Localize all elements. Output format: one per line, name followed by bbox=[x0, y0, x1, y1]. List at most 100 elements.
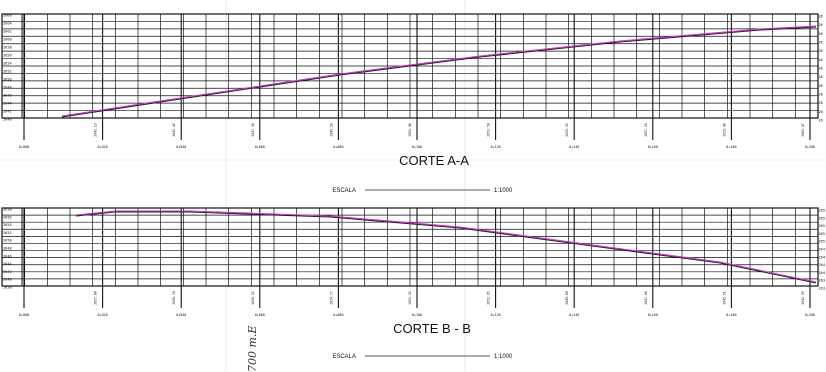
elevation-label: 2660 bbox=[3, 38, 12, 42]
terrain-line bbox=[75, 211, 817, 284]
station-label: 0+100 bbox=[412, 145, 422, 149]
elevation-label: 2652 bbox=[3, 231, 12, 235]
elevation-label: 2646 bbox=[3, 254, 12, 258]
elevation-label: 2658 bbox=[3, 208, 12, 212]
station-label: 0+020 bbox=[97, 313, 107, 317]
profile-value-label: 2654.77 bbox=[329, 291, 333, 305]
elevation-label: 2642 bbox=[3, 270, 12, 274]
elevation-label: 2662 bbox=[3, 30, 12, 34]
section-a-profile: 0+000 0+020 0+040 0+060 0+080 0+100 0+120 0+140… bbox=[1, 13, 823, 149]
profile-value-label: 2647.68 bbox=[644, 291, 648, 305]
elevation-label-right: 265 bbox=[819, 216, 826, 220]
terrain-line bbox=[61, 26, 817, 118]
elevation-label: 2644 bbox=[3, 102, 12, 106]
elevation-label-right: 26 bbox=[819, 23, 823, 27]
elevation-label-right: 26 bbox=[819, 93, 823, 97]
profile-value-label: 2655.32 bbox=[565, 123, 569, 137]
station-label: 0+120 bbox=[490, 145, 500, 149]
design-profile-line bbox=[75, 210, 817, 283]
station-label: 0+160 bbox=[648, 145, 658, 149]
section-a-title: CORTE A-A bbox=[399, 153, 469, 168]
elevation-label: 2644 bbox=[3, 262, 12, 266]
elevation-label-right: 264 bbox=[819, 271, 826, 275]
elevation-label-right: 265 bbox=[819, 240, 826, 244]
station-label: 0+060 bbox=[255, 145, 265, 149]
station-label: 0+040 bbox=[176, 313, 186, 317]
station-label: 0+060 bbox=[255, 313, 265, 317]
elevation-label: 2640 bbox=[3, 278, 12, 282]
elevation-label: 2648 bbox=[3, 86, 12, 90]
section-b-title: CORTE B - B bbox=[393, 321, 471, 336]
profile-value-label: 2645.42 bbox=[172, 123, 176, 137]
elevation-label: 2642 bbox=[3, 110, 12, 114]
station-label: 0+000 bbox=[19, 313, 29, 317]
elevation-label: 2666 bbox=[3, 14, 12, 18]
side-annotation-text: 700 m.E bbox=[246, 325, 259, 372]
elevation-label-right: 264 bbox=[819, 263, 826, 267]
station-label: 0+180 bbox=[726, 313, 736, 317]
elevation-label: 2664 bbox=[3, 22, 12, 26]
station-label: 0+180 bbox=[726, 145, 736, 149]
elevation-label: 2654 bbox=[3, 223, 12, 227]
elevation-label-right: 264 bbox=[819, 255, 826, 259]
profile-value-label: 2643.13 bbox=[94, 123, 98, 137]
profile-value-label: 2642.59 bbox=[801, 291, 805, 305]
elevation-label-right: 26 bbox=[819, 75, 823, 79]
elevation-label-right: 26 bbox=[819, 41, 823, 45]
elevation-label: 2646 bbox=[3, 94, 12, 98]
profile-value-label: 2653.32 bbox=[408, 291, 412, 305]
profile-value-label: 2645.21 bbox=[722, 291, 726, 305]
station-label: 0+160 bbox=[648, 313, 658, 317]
station-label: 0+120 bbox=[490, 313, 500, 317]
elevation-label-right: 26 bbox=[819, 101, 823, 105]
elevation-label-right: 26 bbox=[819, 84, 823, 88]
elevation-label-right: 26 bbox=[819, 49, 823, 53]
elevation-label: 2656 bbox=[3, 54, 12, 58]
profile-value-label: 2651.65 bbox=[487, 291, 491, 305]
station-label: 0+000 bbox=[19, 145, 29, 149]
elevation-label-right: 26 bbox=[819, 32, 823, 36]
station-label: 0+200 bbox=[805, 313, 815, 317]
section-a-scale-label: ESCALA bbox=[332, 188, 356, 194]
station-label: 0+080 bbox=[333, 145, 343, 149]
profile-value-label: 2656.52 bbox=[251, 291, 255, 305]
elevation-label-right: 264 bbox=[819, 248, 826, 252]
profile-value-label: 2649.89 bbox=[565, 291, 569, 305]
profile-value-label: 2656.74 bbox=[172, 291, 176, 305]
station-label: 0+140 bbox=[569, 313, 579, 317]
profile-value-label: 2659.40 bbox=[722, 123, 726, 137]
elevation-label: 2650 bbox=[3, 78, 12, 82]
profile-value-label: 2657.00 bbox=[94, 291, 98, 305]
profile-value-label: 2653.58 bbox=[487, 123, 491, 137]
elevation-label-right: 263 bbox=[819, 279, 826, 283]
station-label: 0+140 bbox=[569, 145, 579, 149]
station-label: 0+080 bbox=[333, 313, 343, 317]
elevation-label: 2658 bbox=[3, 46, 12, 50]
profile-value-label: 2651.46 bbox=[408, 123, 412, 137]
elevation-label-right: 265 bbox=[819, 232, 826, 236]
section-a-scale-value: 1:1000 bbox=[494, 188, 513, 194]
elevation-label-right: 26 bbox=[819, 110, 823, 114]
elevation-label-right: 26 bbox=[819, 119, 823, 123]
elevation-label-right: 265 bbox=[819, 209, 826, 213]
elevation-label-right: 265 bbox=[819, 224, 826, 228]
profile-value-label: 2661.47 bbox=[801, 123, 805, 137]
section-b-profile: 0+000 0+020 0+040 0+060 0+080 0+100 0+120 0+140… bbox=[1, 207, 826, 317]
elevation-label: 2652 bbox=[3, 70, 12, 74]
elevation-label-right: 26 bbox=[819, 15, 823, 19]
elevation-label: 2650 bbox=[3, 239, 12, 243]
station-label: 0+200 bbox=[805, 145, 815, 149]
elevation-label: 2640 bbox=[3, 118, 12, 122]
profile-value-label: 2649.50 bbox=[329, 123, 333, 137]
profile-value-label: 2657.24 bbox=[644, 123, 648, 137]
section-b-scale-value: 1:1000 bbox=[494, 354, 513, 360]
elevation-label-right: 263 bbox=[819, 287, 826, 291]
design-profile-line bbox=[61, 25, 817, 117]
section-b-scale-label: ESCALA bbox=[332, 354, 356, 360]
station-label: 0+040 bbox=[176, 145, 186, 149]
elevation-label: 2648 bbox=[3, 247, 12, 251]
station-label: 0+020 bbox=[97, 145, 107, 149]
station-label: 0+100 bbox=[412, 313, 422, 317]
side-annotation: 700 m.E bbox=[242, 326, 266, 372]
